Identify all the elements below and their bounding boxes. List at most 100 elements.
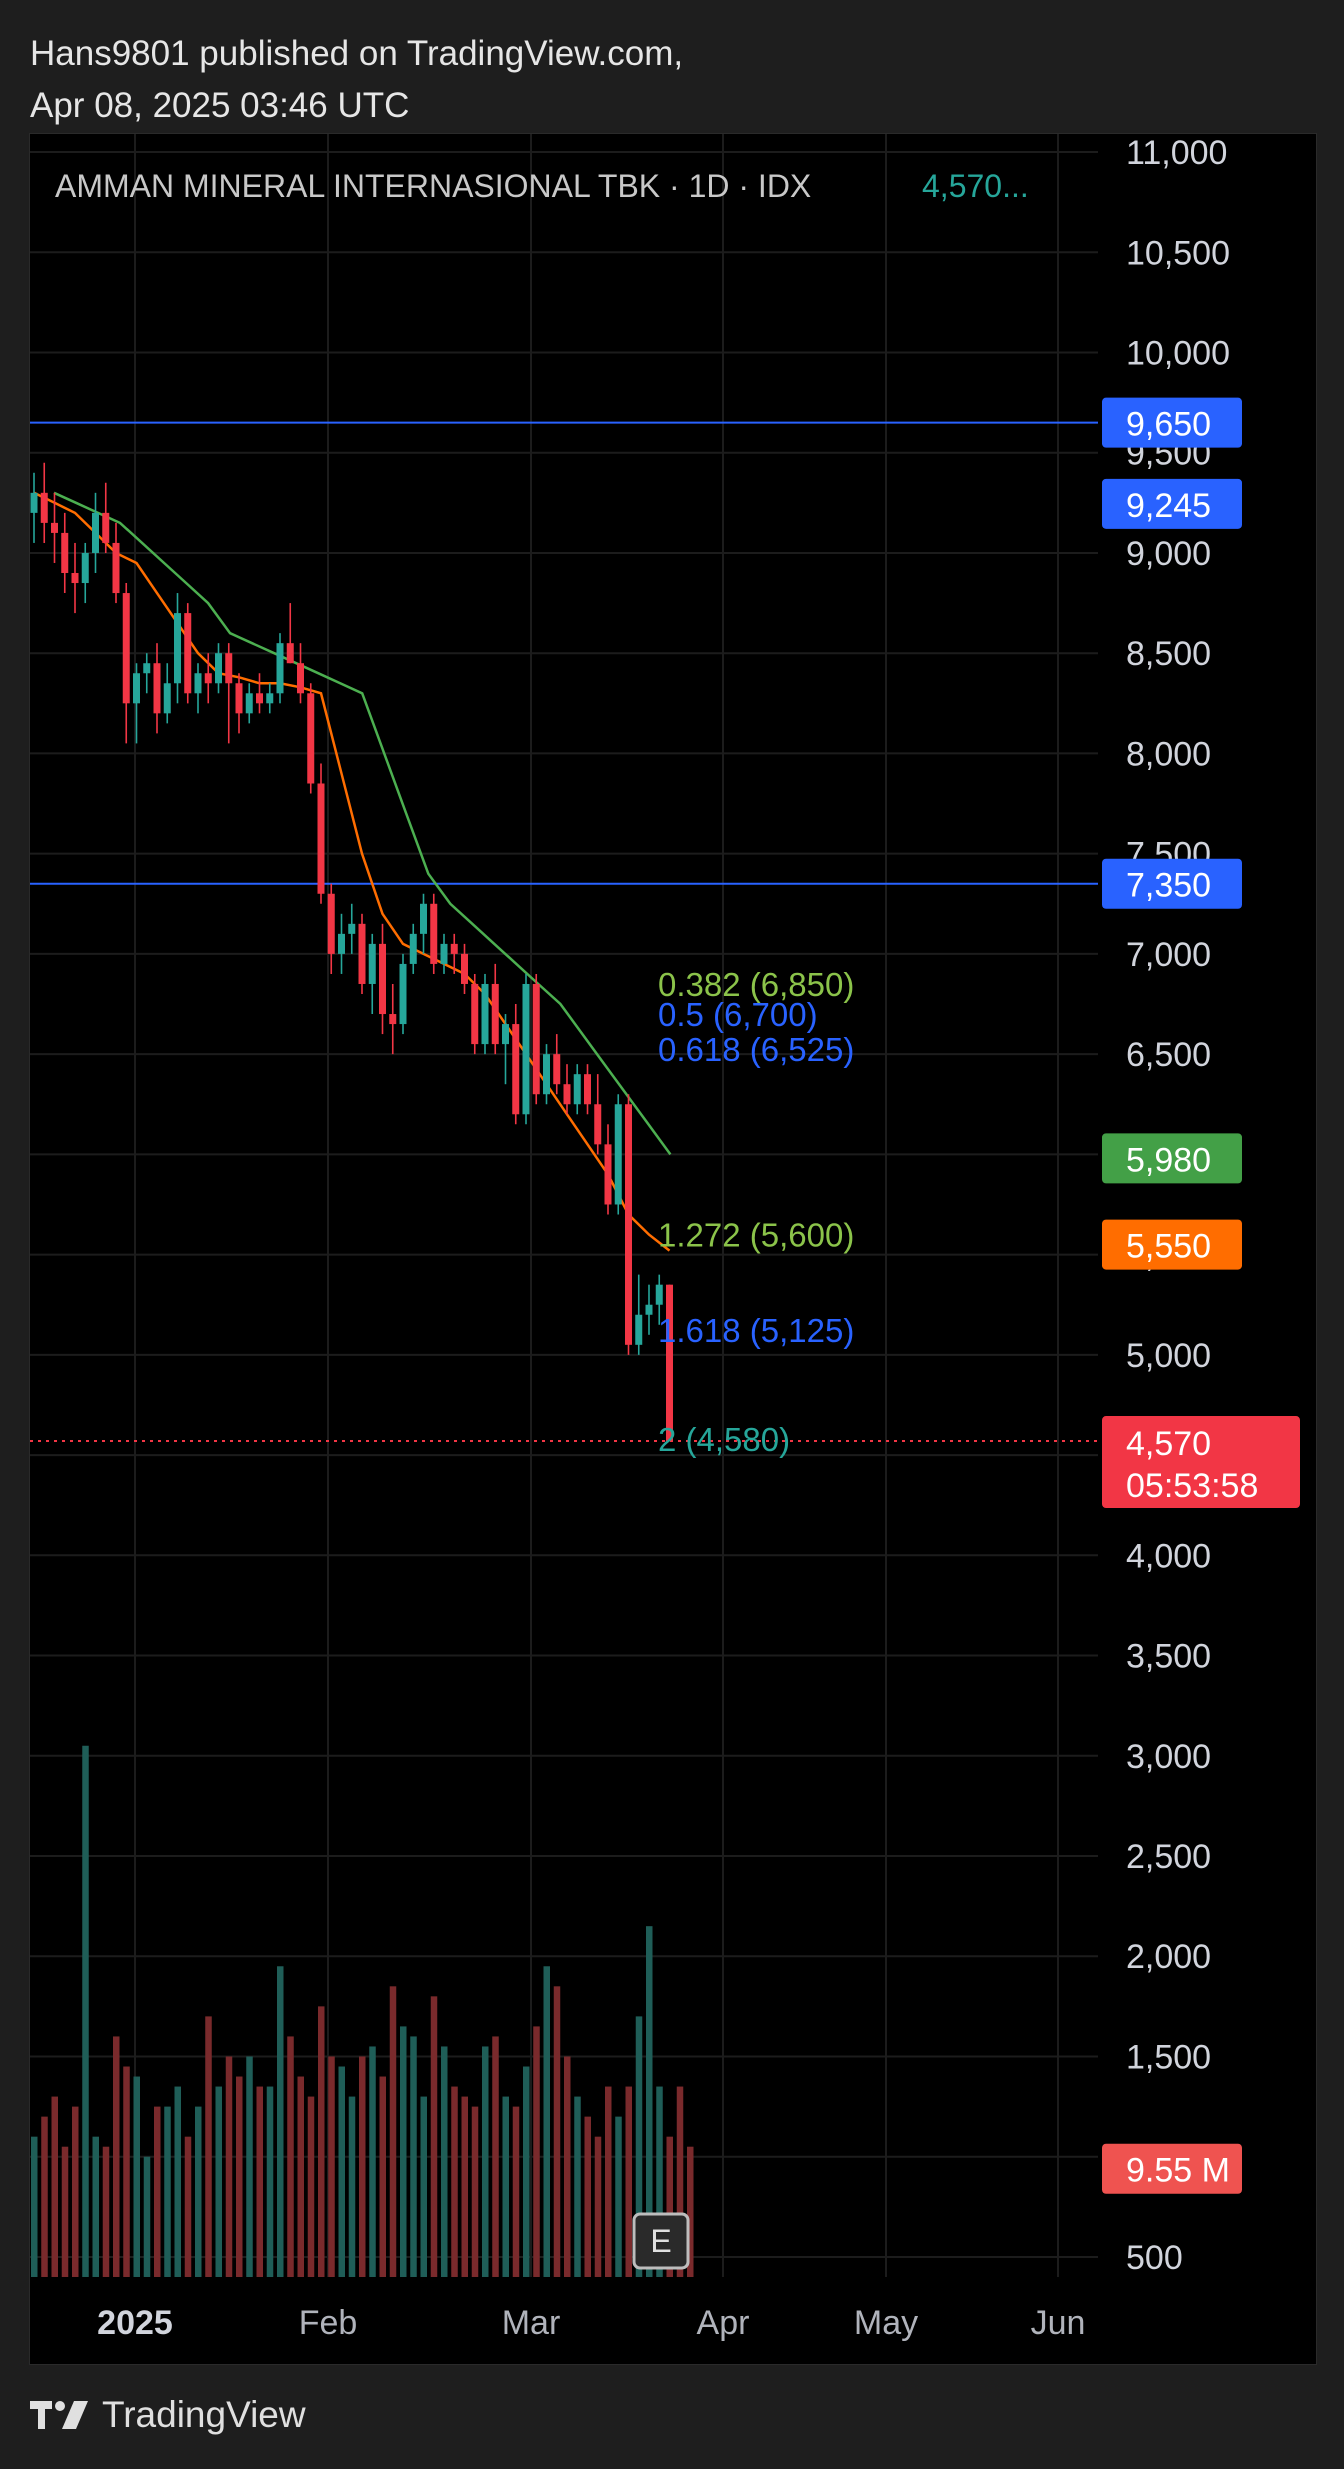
candle-body: [512, 1024, 520, 1115]
x-tick-label: Mar: [502, 2304, 561, 2342]
y-tick-label: 9,000: [1126, 535, 1211, 573]
y-tick-label: 3,000: [1126, 1738, 1211, 1776]
candle: [61, 512, 69, 594]
volume-bar: [297, 2076, 304, 2277]
candle: [471, 973, 479, 1055]
publish-header: Hans9801 published on TradingView.com, A…: [30, 28, 683, 132]
candle: [655, 1274, 663, 1325]
price-axis-label-text: 9,245: [1126, 487, 1211, 525]
brand-name: TradingView: [102, 2394, 306, 2435]
candle: [327, 883, 335, 974]
candle-body: [635, 1314, 643, 1345]
candle-body: [399, 963, 407, 1025]
candle-body: [225, 653, 233, 684]
volume-bar: [687, 2146, 694, 2277]
y-tick-label: 8,500: [1126, 635, 1211, 673]
chart-area[interactable]: AMMAN MINERAL INTERNASIONAL TBK · 1D · I…: [29, 133, 1317, 2365]
volume-bar: [61, 2146, 69, 2277]
candle: [276, 633, 284, 704]
candle: [553, 1034, 561, 1095]
candle-body: [645, 1304, 653, 1315]
volume-bar: [307, 2096, 315, 2277]
volume-bar: [564, 2056, 571, 2277]
candle: [461, 943, 468, 994]
candle: [153, 643, 161, 734]
volume-bar: [533, 2026, 540, 2277]
candle: [92, 492, 99, 574]
candle-body: [430, 903, 438, 964]
candle-body: [409, 933, 417, 964]
x-tick-label: 2025: [97, 2304, 173, 2342]
price-axis-label-text: 5,980: [1126, 1141, 1211, 1179]
y-tick-label: 7,000: [1126, 936, 1211, 974]
volume-bar: [553, 1986, 561, 2277]
x-tick-label: Jun: [1031, 2304, 1086, 2342]
candle: [645, 1284, 653, 1335]
fib-level-label: 1.272 (5,600): [658, 1217, 854, 1254]
candle-body: [440, 943, 448, 964]
candle-body: [420, 903, 427, 934]
price-axis-label-text: 4,570: [1126, 1425, 1211, 1463]
candle-body: [51, 522, 58, 533]
candle-body: [122, 593, 130, 704]
candle-body: [235, 683, 243, 714]
footer: TradingView: [30, 2385, 306, 2445]
candle: [245, 683, 253, 724]
candle-body: [450, 943, 458, 954]
candle-body: [379, 943, 386, 1015]
volume-bar: [113, 2036, 120, 2277]
candle: [430, 893, 438, 974]
fib-level-label: 0.382 (6,850): [658, 966, 854, 1003]
price-axis-label: 5,550: [1102, 1219, 1242, 1270]
candle-body: [553, 1054, 561, 1085]
price-axis-label-text: 5,550: [1126, 1228, 1211, 1266]
candle-body: [584, 1074, 591, 1105]
candle-body: [133, 673, 140, 704]
moving-average-slow: [53, 491, 672, 1156]
volume-bar: [666, 2136, 673, 2277]
y-tick-label: 10,500: [1126, 234, 1230, 272]
candle: [420, 893, 427, 954]
price-chart[interactable]: AMMAN MINERAL INTERNASIONAL TBK · 1D · I…: [30, 134, 1316, 2364]
candle-body: [143, 663, 151, 674]
publisher-line: Hans9801 published on TradingView.com,: [30, 34, 684, 73]
candle: [163, 663, 171, 724]
candle-body: [348, 923, 356, 934]
volume-bar: [143, 2156, 151, 2277]
volume-bar: [461, 2096, 468, 2277]
candle: [635, 1274, 643, 1355]
candle-body: [102, 512, 110, 543]
volume-bar: [266, 2086, 274, 2277]
candle-body: [92, 512, 99, 553]
volume-bar: [471, 2106, 479, 2277]
candle: [71, 542, 79, 614]
price-axis-label-text: 7,350: [1126, 867, 1211, 905]
volume-bar: [389, 1986, 397, 2277]
y-tick-label: 8,000: [1126, 735, 1211, 773]
earnings-marker: E: [632, 2212, 690, 2270]
volume-bar: [676, 2086, 684, 2277]
volume-bar: [492, 2036, 499, 2277]
volume-bar: [102, 2146, 110, 2277]
candle-body: [204, 673, 212, 684]
candle-body: [532, 983, 540, 1095]
fib-level-label: 2 (4,580): [658, 1421, 790, 1458]
candle: [338, 913, 345, 974]
candle: [532, 973, 540, 1105]
candle-body: [71, 573, 79, 584]
candle-body: [563, 1084, 571, 1105]
y-axis: 11,00010,50010,0009,5009,0008,5008,0007,…: [1126, 134, 1230, 2277]
price-axis-label-bg: [1102, 858, 1242, 909]
candle-body: [112, 542, 120, 594]
price-axis-label-bg: [1102, 1133, 1242, 1184]
volume-bar: [164, 2106, 171, 2277]
volume-bar: [236, 2076, 243, 2277]
volume-bar: [215, 2086, 222, 2277]
candle: [286, 603, 294, 664]
price-axis-label-bg: [1102, 1219, 1242, 1270]
candle: [184, 603, 192, 704]
price-axis-label: 5,980: [1102, 1133, 1242, 1184]
volume-bar: [348, 2096, 356, 2277]
candle-body: [317, 783, 325, 894]
y-tick-label: 11,000: [1126, 134, 1227, 172]
